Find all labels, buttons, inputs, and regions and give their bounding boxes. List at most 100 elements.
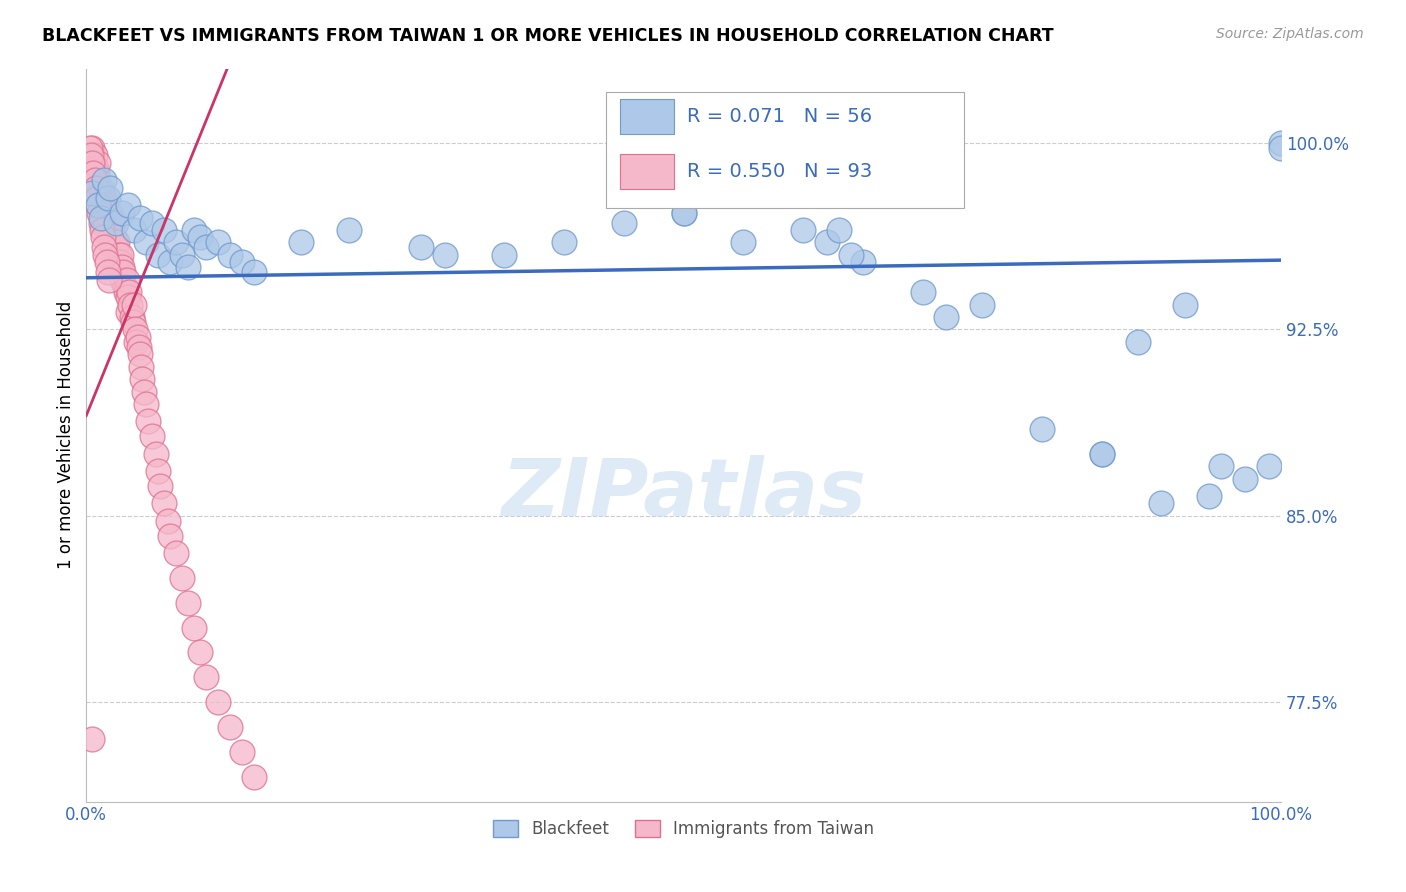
Point <box>242 770 264 784</box>
Point <box>188 645 211 659</box>
Point <box>131 372 153 386</box>
Point <box>93 191 115 205</box>
Point <box>93 216 115 230</box>
Point <box>98 235 121 250</box>
Point <box>128 340 150 354</box>
Point <box>117 290 139 304</box>
Point <box>815 235 838 250</box>
Point <box>82 166 104 180</box>
Point <box>153 496 176 510</box>
Point <box>1234 471 1257 485</box>
Point <box>409 240 432 254</box>
Point <box>107 248 129 262</box>
Point <box>90 223 112 237</box>
Point <box>90 181 112 195</box>
Point <box>145 447 167 461</box>
Point <box>613 216 636 230</box>
Point <box>122 297 145 311</box>
Point <box>87 156 110 170</box>
Point <box>94 198 117 212</box>
Point <box>183 223 205 237</box>
Point <box>89 191 111 205</box>
Point <box>1211 459 1233 474</box>
Point <box>111 205 134 219</box>
Point <box>792 223 814 237</box>
Point <box>290 235 312 250</box>
Point <box>94 248 117 262</box>
Point <box>1198 489 1220 503</box>
Point <box>97 223 120 237</box>
Point <box>114 280 136 294</box>
Point <box>82 732 104 747</box>
Text: Source: ZipAtlas.com: Source: ZipAtlas.com <box>1216 27 1364 41</box>
Point <box>1091 447 1114 461</box>
Point <box>101 216 124 230</box>
Text: R = 0.550   N = 93: R = 0.550 N = 93 <box>688 162 873 181</box>
Point <box>194 670 217 684</box>
Point <box>141 216 163 230</box>
Point <box>111 260 134 275</box>
Point <box>86 166 108 180</box>
Point <box>242 265 264 279</box>
Legend: Blackfeet, Immigrants from Taiwan: Blackfeet, Immigrants from Taiwan <box>486 813 880 845</box>
Point <box>129 359 152 374</box>
Point <box>337 223 360 237</box>
Point <box>105 216 128 230</box>
Point <box>911 285 934 300</box>
Point <box>156 514 179 528</box>
Y-axis label: 1 or more Vehicles in Household: 1 or more Vehicles in Household <box>58 301 75 569</box>
Point <box>96 211 118 225</box>
Point <box>1091 447 1114 461</box>
Point <box>135 235 157 250</box>
Point <box>1126 334 1149 349</box>
Point <box>935 310 957 324</box>
Point <box>146 464 169 478</box>
Point <box>207 235 229 250</box>
Point <box>433 248 456 262</box>
Bar <box>620 154 673 189</box>
Point <box>105 240 128 254</box>
FancyBboxPatch shape <box>606 92 965 208</box>
Point <box>84 181 107 195</box>
Point <box>207 695 229 709</box>
Point <box>101 240 124 254</box>
Point <box>188 230 211 244</box>
Point <box>177 596 200 610</box>
Point <box>90 216 112 230</box>
Point <box>82 156 104 170</box>
Point <box>839 248 862 262</box>
Point <box>165 235 187 250</box>
Point <box>117 305 139 319</box>
Point <box>120 297 142 311</box>
Point <box>90 186 112 200</box>
Point <box>177 260 200 275</box>
Text: R = 0.071   N = 56: R = 0.071 N = 56 <box>688 107 872 127</box>
Point <box>112 265 135 279</box>
Point <box>121 310 143 324</box>
Point <box>89 205 111 219</box>
Point <box>183 621 205 635</box>
Point <box>87 198 110 212</box>
Point <box>122 315 145 329</box>
Point <box>218 720 240 734</box>
Point <box>159 529 181 543</box>
Point <box>1270 136 1292 150</box>
Point <box>170 571 193 585</box>
Point <box>135 397 157 411</box>
Point <box>1150 496 1173 510</box>
Point <box>125 334 148 349</box>
Point <box>87 198 110 212</box>
Point <box>117 198 139 212</box>
Point <box>122 223 145 237</box>
Point <box>87 186 110 200</box>
Point <box>553 235 575 250</box>
Point <box>218 248 240 262</box>
Text: ZIPatlas: ZIPatlas <box>501 455 866 533</box>
Point <box>108 255 131 269</box>
Point <box>141 429 163 443</box>
Point <box>828 223 851 237</box>
Point <box>96 255 118 269</box>
Bar <box>620 99 673 135</box>
Point <box>98 205 121 219</box>
Point <box>108 265 131 279</box>
